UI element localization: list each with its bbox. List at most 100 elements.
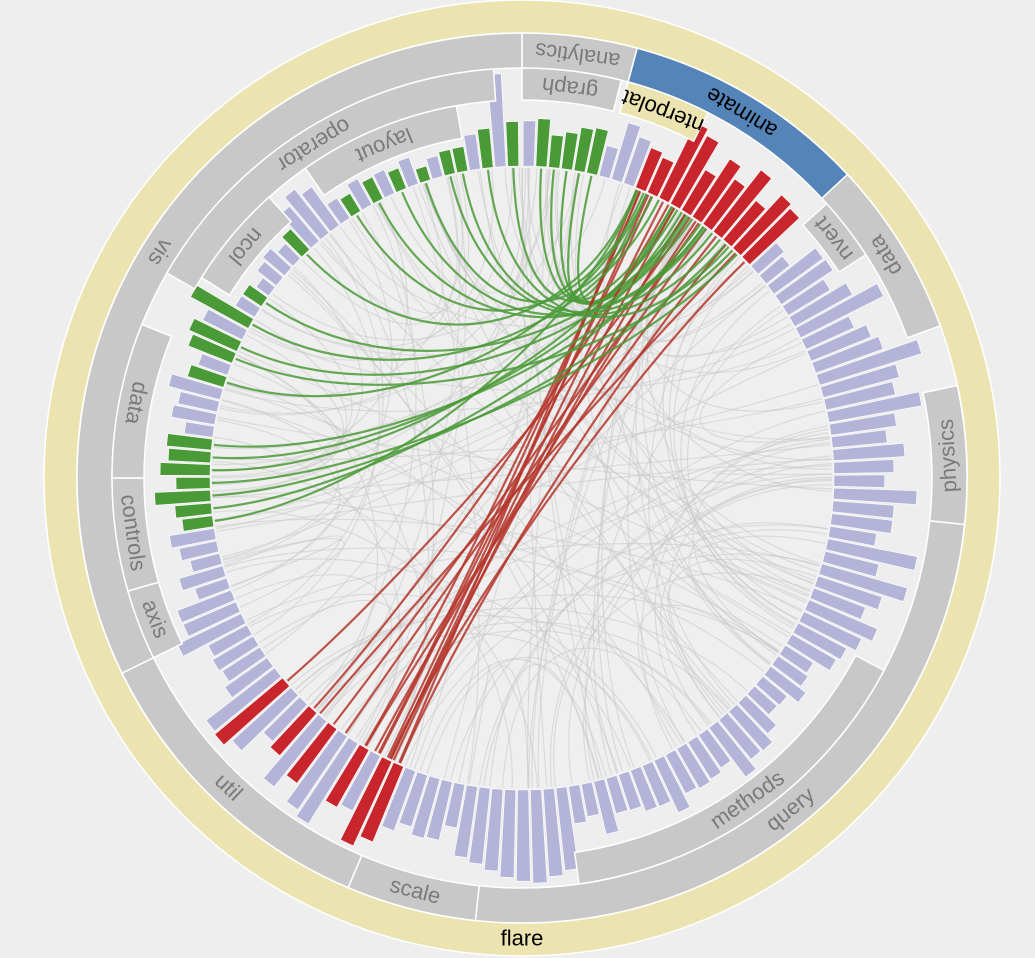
leaf-bar[interactable] [698,728,732,769]
leaf-bar[interactable] [759,255,791,285]
leaf-bar[interactable] [763,665,807,703]
leaf-bar[interactable] [483,788,504,872]
leaf-bar[interactable] [816,339,922,386]
leaf-bar[interactable] [167,448,212,464]
leaf-bar[interactable] [746,685,778,716]
leaf-bar[interactable] [177,391,220,413]
leaf-bar[interactable] [346,178,373,211]
leaf-bar[interactable] [194,577,231,601]
leaf-bar[interactable] [605,774,629,815]
leaf-bar[interactable] [205,667,282,732]
ring-segment[interactable] [573,654,886,885]
leaf-bar[interactable] [568,784,587,825]
leaf-bar[interactable] [178,565,227,591]
leaf-bar[interactable] [176,589,236,624]
leaf-bar[interactable] [801,315,855,350]
leaf-bar[interactable] [779,644,814,674]
leaf-bar[interactable] [623,136,652,188]
leaf-bar[interactable] [687,735,722,780]
leaf-bar[interactable] [438,149,456,177]
leaf-bar[interactable] [580,781,600,817]
leaf-bar[interactable] [415,165,431,184]
leaf-bar[interactable] [618,770,642,811]
leaf-bar[interactable] [653,755,691,814]
leaf-bar[interactable] [669,135,720,210]
leaf-bar[interactable] [573,126,594,173]
leaf-bar[interactable] [154,489,212,506]
leaf-bar[interactable] [741,208,800,266]
leaf-bar[interactable] [187,364,228,388]
ring-segment[interactable] [304,104,463,197]
leaf-bar[interactable] [681,169,717,217]
leaf-bar[interactable] [825,538,918,571]
leaf-bar[interactable] [189,553,223,573]
leaf-bar[interactable] [771,655,809,687]
leaf-bar[interactable] [833,459,895,474]
leaf-bar[interactable] [750,242,785,275]
leaf-bar[interactable] [224,657,274,698]
leaf-bar[interactable] [814,575,883,610]
leaf-bar[interactable] [708,720,757,778]
leaf-bar[interactable] [728,703,773,752]
leaf-bar[interactable] [425,155,444,180]
leaf-bar[interactable] [256,261,284,287]
leaf-bar[interactable] [718,712,762,760]
leaf-bar[interactable] [593,778,619,835]
leaf-bar[interactable] [774,259,834,306]
leaf-bar[interactable] [828,525,877,547]
leaf-bar[interactable] [175,477,211,490]
leaf-bar[interactable] [788,282,853,327]
leaf-bar[interactable] [444,782,466,829]
leaf-bar[interactable] [285,722,338,784]
leaf-bar[interactable] [359,761,404,843]
leaf-bar[interactable] [231,687,299,752]
leaf-bar[interactable] [242,284,268,307]
leaf-bar[interactable] [722,200,767,248]
leaf-bar[interactable] [477,127,494,169]
leaf-bar[interactable] [767,247,824,295]
leaf-bar[interactable] [178,540,220,561]
leaf-bar[interactable] [325,744,370,808]
leaf-bar[interactable] [381,766,416,832]
leaf-bar[interactable] [832,442,906,461]
leaf-bar[interactable] [832,487,918,505]
leaf-bar[interactable] [426,779,453,841]
leaf-bar[interactable] [159,462,211,476]
leaf-bar[interactable] [387,167,407,193]
leaf-bar[interactable] [269,705,318,757]
leaf-bar[interactable] [214,677,291,746]
leaf-bar[interactable] [168,373,224,400]
leaf-bar[interactable] [202,308,248,341]
leaf-bar[interactable] [647,156,675,198]
leaf-bar[interactable] [207,624,253,657]
leaf-bar[interactable] [197,353,232,376]
leaf-bar[interactable] [468,786,491,865]
leaf-bar[interactable] [301,186,340,233]
leaf-bar[interactable] [822,551,880,578]
leaf-bar[interactable] [499,789,517,878]
leaf-bar[interactable] [212,635,260,672]
leaf-bar[interactable] [263,696,308,742]
leaf-bar[interactable] [826,391,923,423]
leaf-bar[interactable] [635,147,663,192]
ring-segment[interactable] [200,196,293,297]
leaf-bar[interactable] [806,324,872,362]
leaf-bar[interactable] [397,156,419,188]
leaf-bar[interactable] [809,587,866,620]
leaf-bar[interactable] [737,694,777,735]
ring-segment[interactable] [521,67,623,113]
leaf-bar[interactable] [174,502,213,519]
leaf-bar[interactable] [561,131,579,171]
leaf-bar[interactable] [398,771,429,828]
leaf-bar[interactable] [234,295,261,318]
leaf-bar[interactable] [340,756,393,847]
leaf-bar[interactable] [586,127,609,176]
leaf-bar[interactable] [732,194,792,256]
leaf-bar[interactable] [823,381,896,411]
leaf-bar[interactable] [326,197,351,225]
leaf-bar[interactable] [262,713,328,788]
leaf-bar[interactable] [555,786,579,871]
leaf-bar[interactable] [831,500,895,519]
leaf-bar[interactable] [830,513,893,534]
leaf-bar[interactable] [372,169,395,199]
